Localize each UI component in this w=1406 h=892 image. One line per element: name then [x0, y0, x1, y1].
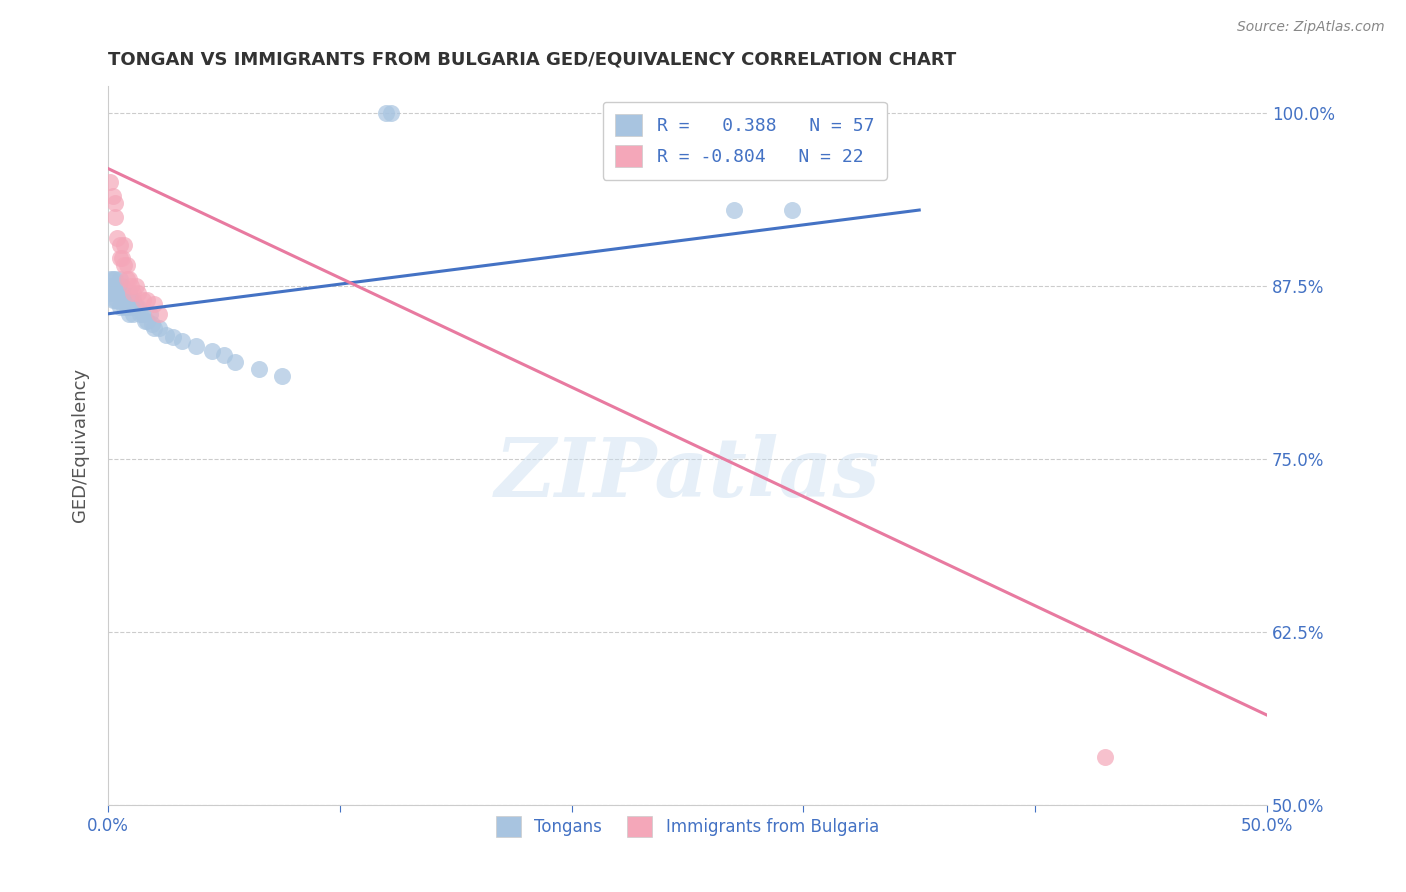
- Point: [112, 286, 135, 301]
- Point: [104, 293, 127, 307]
- Point: [98, 272, 121, 286]
- Text: Source: ZipAtlas.com: Source: ZipAtlas.com: [1237, 20, 1385, 34]
- Point: [115, 272, 138, 286]
- Point: [127, 300, 149, 314]
- Point: [143, 320, 166, 334]
- Point: [111, 286, 134, 301]
- Point: [115, 259, 138, 273]
- Point: [138, 307, 160, 321]
- Point: [120, 293, 142, 307]
- Point: [115, 293, 138, 307]
- Point: [212, 348, 235, 362]
- Point: [108, 279, 131, 293]
- Point: [98, 279, 121, 293]
- Point: [148, 320, 170, 334]
- Point: [162, 330, 184, 344]
- Point: [247, 362, 270, 376]
- Y-axis label: GED/Equivalency: GED/Equivalency: [72, 368, 89, 523]
- Point: [155, 327, 177, 342]
- Point: [136, 314, 159, 328]
- Point: [148, 307, 170, 321]
- Point: [118, 307, 141, 321]
- Point: [172, 334, 194, 349]
- Point: [118, 293, 141, 307]
- Point: [101, 286, 124, 301]
- Point: [104, 272, 127, 286]
- Point: [122, 286, 145, 301]
- Point: [108, 286, 131, 301]
- Point: [111, 279, 134, 293]
- Point: [136, 293, 159, 307]
- Point: [122, 307, 145, 321]
- Point: [98, 286, 121, 301]
- Point: [111, 293, 134, 307]
- Point: [120, 300, 142, 314]
- Point: [184, 338, 207, 352]
- Point: [105, 293, 128, 307]
- Legend: Tongans, Immigrants from Bulgaria: Tongans, Immigrants from Bulgaria: [489, 810, 886, 844]
- Point: [122, 293, 145, 307]
- Text: ZIPatlas: ZIPatlas: [495, 434, 880, 514]
- Point: [780, 202, 803, 217]
- Point: [115, 286, 138, 301]
- Point: [120, 279, 142, 293]
- Point: [134, 314, 156, 328]
- Point: [104, 286, 127, 301]
- Point: [127, 286, 149, 301]
- Point: [125, 279, 148, 293]
- Point: [104, 279, 127, 293]
- Point: [723, 202, 745, 217]
- Point: [98, 175, 121, 189]
- Point: [104, 210, 127, 224]
- Point: [118, 272, 141, 286]
- Point: [112, 237, 135, 252]
- Point: [111, 252, 134, 266]
- Point: [132, 293, 155, 307]
- Point: [108, 272, 131, 286]
- Point: [101, 279, 124, 293]
- Point: [108, 252, 131, 266]
- Point: [141, 317, 163, 331]
- Point: [375, 106, 398, 120]
- Point: [118, 286, 141, 301]
- Text: TONGAN VS IMMIGRANTS FROM BULGARIA GED/EQUIVALENCY CORRELATION CHART: TONGAN VS IMMIGRANTS FROM BULGARIA GED/E…: [108, 51, 956, 69]
- Point: [143, 297, 166, 311]
- Point: [108, 237, 131, 252]
- Point: [112, 293, 135, 307]
- Point: [115, 300, 138, 314]
- Point: [132, 307, 155, 321]
- Point: [125, 300, 148, 314]
- Point: [101, 189, 124, 203]
- Point: [108, 300, 131, 314]
- Point: [112, 259, 135, 273]
- Point: [101, 272, 124, 286]
- Point: [1094, 749, 1116, 764]
- Point: [112, 300, 135, 314]
- Point: [105, 286, 128, 301]
- Point: [104, 196, 127, 211]
- Point: [270, 369, 292, 384]
- Point: [380, 106, 402, 120]
- Point: [224, 355, 246, 369]
- Point: [201, 344, 224, 359]
- Point: [105, 279, 128, 293]
- Point: [101, 293, 124, 307]
- Point: [105, 230, 128, 244]
- Point: [129, 307, 152, 321]
